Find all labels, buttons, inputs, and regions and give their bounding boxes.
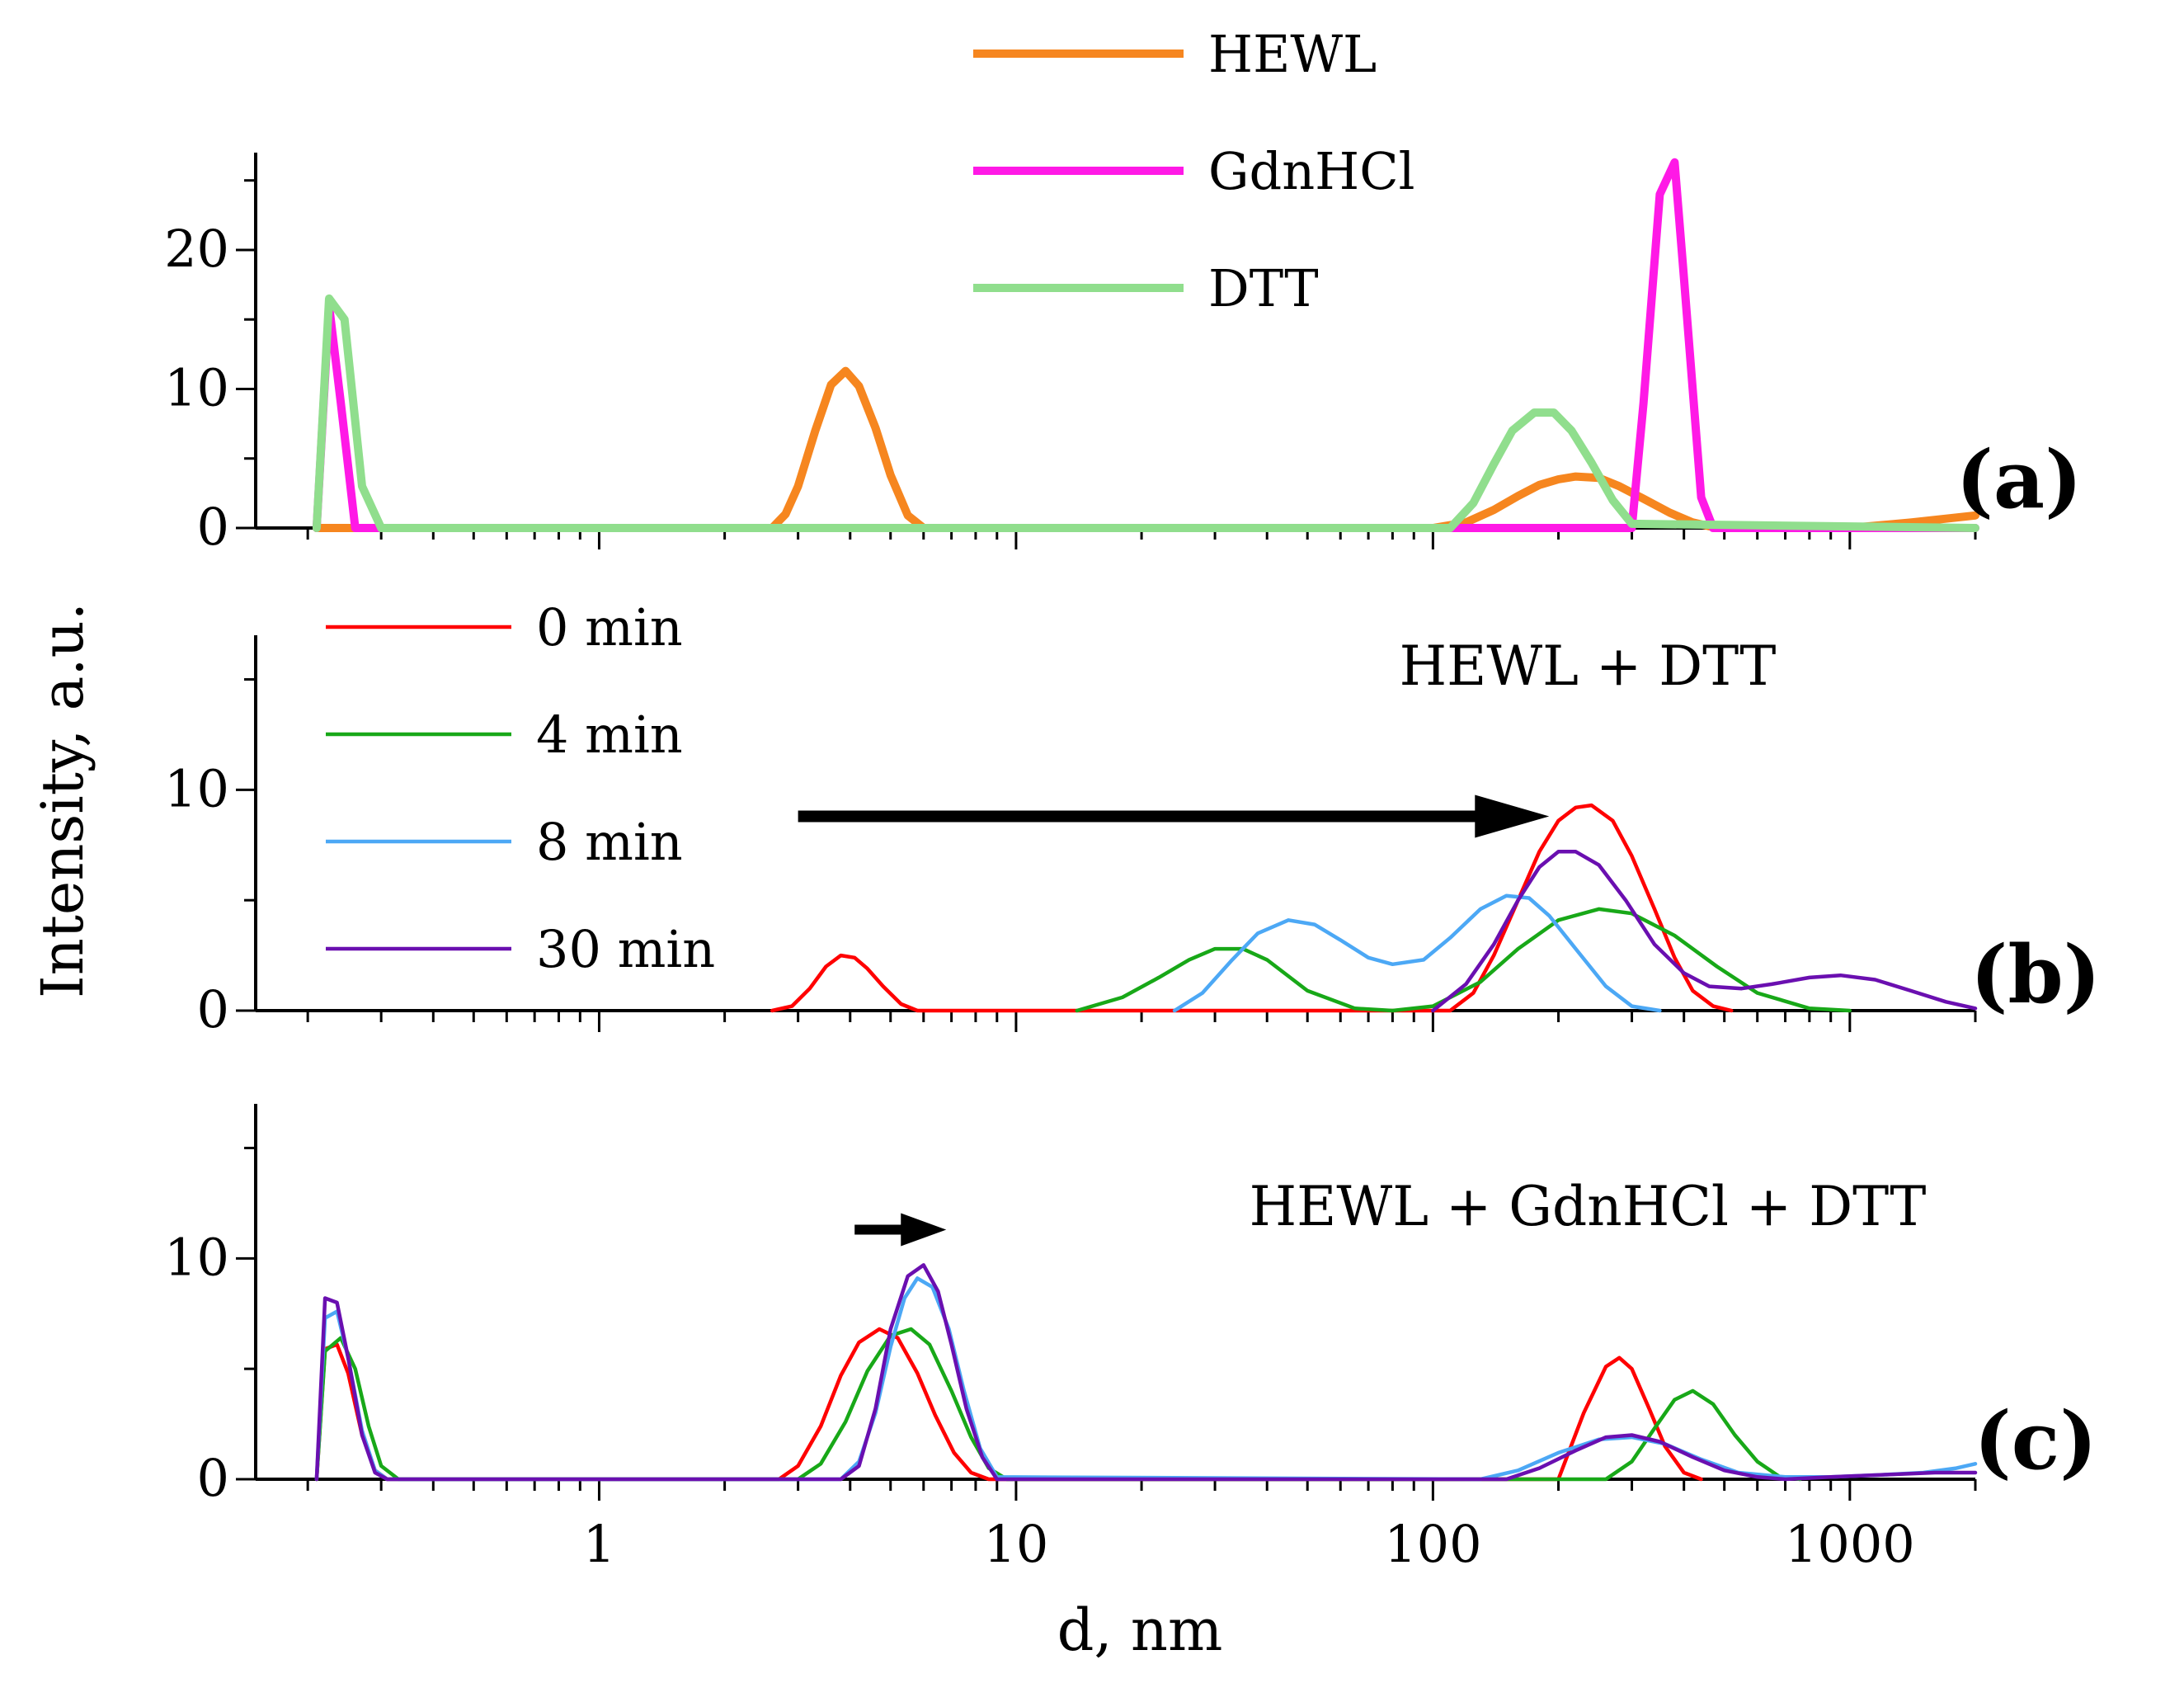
series-line-8-min [314,1276,1978,1482]
series-line-hewl [312,366,1979,532]
series-line-4-min [314,1327,1802,1482]
panel-label: (b) [1970,928,2101,1021]
x-tick-label: 100 [1384,1514,1481,1574]
legend-label: 4 min [536,705,683,765]
panel-annotation: HEWL + GdnHCl + DTT [1250,1175,1927,1238]
series-line-8-min [1172,893,1662,1013]
panel-a: 0 10 20 HEWL GdnHCl DTT (a) [164,24,2082,557]
legend-label: 30 min [536,919,715,979]
legend-label: HEWL [1208,24,1377,84]
legend-label: DTT [1208,258,1319,318]
y-tick-label: 10 [164,1227,229,1287]
panel-label: (c) [1974,1394,2097,1487]
series-line-0-min [770,803,1734,1013]
series-line-gdnhcl [312,158,1979,532]
series-line-0-min [314,1327,1703,1482]
x-tick-label: 10 [983,1514,1048,1574]
x-tick-label: 1 [583,1514,615,1574]
y-tick-label: 10 [164,357,229,417]
y-tick-label: 0 [197,497,229,557]
legend-label: 8 min [536,812,683,872]
y-tick-label: 0 [197,1448,229,1508]
series-line-30-min [314,1263,1978,1482]
legend-label: GdnHCl [1208,141,1414,201]
series-line-dtt [312,294,1979,532]
x-tick-label: 1000 [1785,1514,1915,1574]
shift-arrow-head [1475,794,1550,838]
y-axis-title: Intensity, a.u. [29,602,96,998]
y-tick-label: 0 [197,979,229,1040]
shift-arrow-head [901,1213,947,1247]
x-axis-title: d, nm [1057,1596,1223,1664]
series-line-30-min [1431,850,1978,1013]
panel-label: (a) [1956,433,2082,526]
panel-annotation: HEWL + DTT [1400,634,1777,698]
panel-c: 0 10 1 10 100 1000 HEWL + GdnHCl + DTT (c) [164,1104,2097,1574]
legend-label: 0 min [536,597,683,658]
panel-b: 0 10 0 min 4 min 8 min 30 min HEWL + DTT (b) [164,597,2101,1040]
y-tick-label: 20 [164,219,229,279]
y-tick-label: 10 [164,758,229,818]
series-line-4-min [1075,907,1852,1013]
